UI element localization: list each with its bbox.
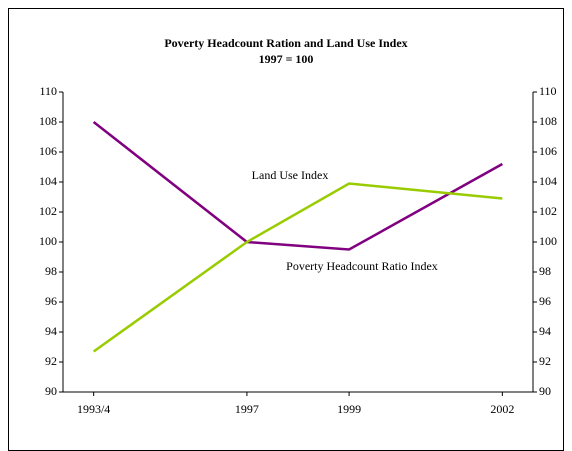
- y-tick-label: 102: [39, 204, 57, 218]
- chart-border: [8, 8, 564, 451]
- y2-tick-label: 94: [539, 324, 551, 338]
- y2-tick-label: 100: [539, 234, 557, 248]
- y2-tick-label: 104: [539, 174, 557, 188]
- line-series: [92, 182, 503, 353]
- y2-tick-label: 108: [539, 114, 557, 128]
- y2-tick-label: 98: [539, 264, 551, 278]
- x-tick-label: 1993/4: [77, 402, 110, 416]
- chart-subtitle: 1997 = 100: [259, 52, 314, 66]
- y-tick-label: 110: [39, 84, 57, 98]
- y2-tick-label: 110: [539, 84, 557, 98]
- chart-title: Poverty Headcount Ration and Land Use In…: [164, 36, 407, 50]
- y-tick-label: 106: [39, 144, 57, 158]
- y-tick-label: 92: [45, 354, 57, 368]
- y2-tick-label: 92: [539, 354, 551, 368]
- y2-tick-label: 106: [539, 144, 557, 158]
- y-tick-label: 96: [45, 294, 57, 308]
- y2-tick-label: 102: [539, 204, 557, 218]
- y-tick-label: 90: [45, 384, 57, 398]
- y2-tick-label: 96: [539, 294, 551, 308]
- y-tick-label: 100: [39, 234, 57, 248]
- y-tick-label: 94: [45, 324, 57, 338]
- y-tick-label: 108: [39, 114, 57, 128]
- x-tick-label: 1997: [235, 402, 259, 416]
- series-label: Land Use Index: [252, 168, 329, 182]
- line-series: [92, 121, 503, 251]
- y-tick-label: 98: [45, 264, 57, 278]
- y-tick-label: 104: [39, 174, 57, 188]
- y2-tick-label: 90: [539, 384, 551, 398]
- series-label: Poverty Headcount Ratio Index: [286, 259, 438, 273]
- x-tick-label: 2002: [490, 402, 514, 416]
- x-tick-label: 1999: [337, 402, 361, 416]
